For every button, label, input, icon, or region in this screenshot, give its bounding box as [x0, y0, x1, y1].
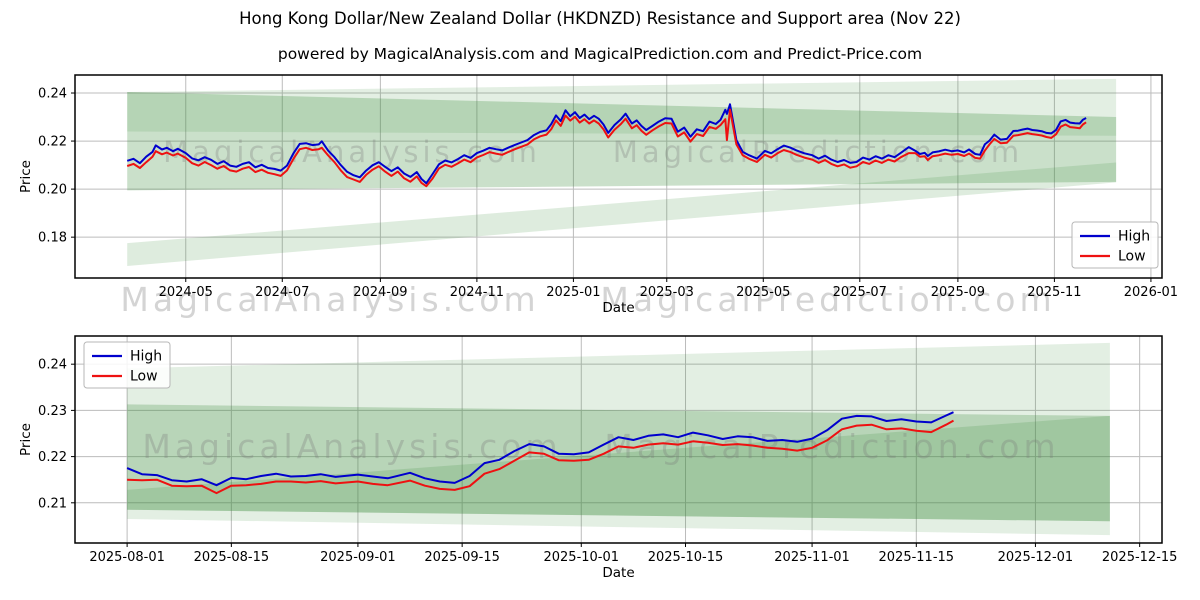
- x-tick-label: 2025-10-15: [648, 550, 724, 565]
- x-axis-label: Date: [602, 300, 634, 316]
- support-resistance-band: [127, 415, 1110, 522]
- y-axis-label: Price: [18, 160, 34, 193]
- plot-border: [74, 74, 1163, 279]
- full-history-chart: MagicalAnalysis.com MagicalPrediction.com…: [18, 74, 1178, 319]
- plot-border: [74, 335, 1163, 544]
- watermark-text: MagicalAnalysis.com: [142, 427, 561, 466]
- high-line: [126, 103, 1087, 185]
- y-tick-label: 0.22: [38, 450, 67, 465]
- support-resistance-band: [127, 342, 1110, 536]
- legend: High Low: [83, 341, 171, 389]
- x-tick-label: 2025-09-15: [424, 550, 500, 565]
- x-tick-label: 2024-09: [353, 285, 407, 300]
- x-tick-label: 2025-09-01: [320, 550, 396, 565]
- y-tick-label: 0.24: [38, 358, 67, 373]
- x-tick-label: 2025-03: [640, 285, 694, 300]
- y-tick-label: 0.23: [38, 404, 67, 419]
- x-tick-label: 2024-07: [255, 285, 309, 300]
- x-tick-label: 2026-01: [1124, 285, 1178, 300]
- watermark-text: MagicalAnalysis.com: [120, 280, 539, 319]
- x-tick-label: 2025-10-01: [543, 550, 619, 565]
- x-tick-label: 2025-08-15: [194, 550, 270, 565]
- support-resistance-band: [127, 92, 1117, 191]
- x-tick-label: 2024-05: [159, 285, 213, 300]
- tick-labels: 2024-05 2024-07 2024-09 2024-11 2025-01 2025-…: [38, 87, 1178, 300]
- grid-lines: [75, 336, 1162, 543]
- watermark-text: MagicalPrediction.com: [604, 427, 1059, 466]
- legend-label: High: [130, 349, 162, 365]
- x-tick-label: 2025-11-01: [774, 550, 850, 565]
- x-tick-label: 2025-01: [546, 285, 600, 300]
- chart-title: Hong Kong Dollar/New Zealand Dollar (HKD…: [239, 9, 961, 28]
- y-tick-label: 0.24: [38, 87, 67, 102]
- y-tick-label: 0.18: [38, 231, 67, 246]
- x-tick-label: 2025-05: [736, 285, 790, 300]
- grid-lines: [75, 75, 1162, 278]
- y-axis-label: Price: [18, 423, 34, 456]
- legend-label: High: [1118, 229, 1150, 245]
- x-tick-label: 2025-08-01: [89, 550, 165, 565]
- x-tick-label: 2025-09: [931, 285, 985, 300]
- support-resistance-band: [127, 404, 1110, 522]
- y-tick-label: 0.21: [38, 496, 67, 511]
- x-axis-label: Date: [602, 565, 634, 581]
- x-tick-label: 2025-12-15: [1102, 550, 1178, 565]
- y-tick-label: 0.20: [38, 183, 67, 198]
- support-resistance-band: [127, 162, 1117, 266]
- recent-zoom-chart: MagicalAnalysis.com MagicalPrediction.com…: [18, 335, 1177, 581]
- chart-subtitle: powered by MagicalAnalysis.com and Magic…: [277, 45, 923, 63]
- tick-labels: 2025-08-01 2025-08-15 2025-09-01 2025-09-15…: [38, 358, 1177, 565]
- legend: High Low: [1071, 221, 1159, 269]
- x-tick-label: 2025-07: [833, 285, 887, 300]
- high-line: [126, 411, 954, 487]
- low-line: [126, 108, 1087, 188]
- watermark-text: MagicalPrediction.com: [600, 280, 1055, 319]
- x-tick-label: 2024-11: [450, 285, 504, 300]
- support-resistance-band: [127, 78, 1117, 136]
- x-tick-label: 2025-11-15: [879, 550, 955, 565]
- legend-label: Low: [1118, 249, 1146, 265]
- legend-label: Low: [130, 369, 158, 385]
- low-line: [127, 419, 954, 495]
- x-tick-label: 2025-11: [1027, 285, 1081, 300]
- x-tick-label: 2025-12-01: [998, 550, 1074, 565]
- y-tick-label: 0.22: [38, 135, 67, 150]
